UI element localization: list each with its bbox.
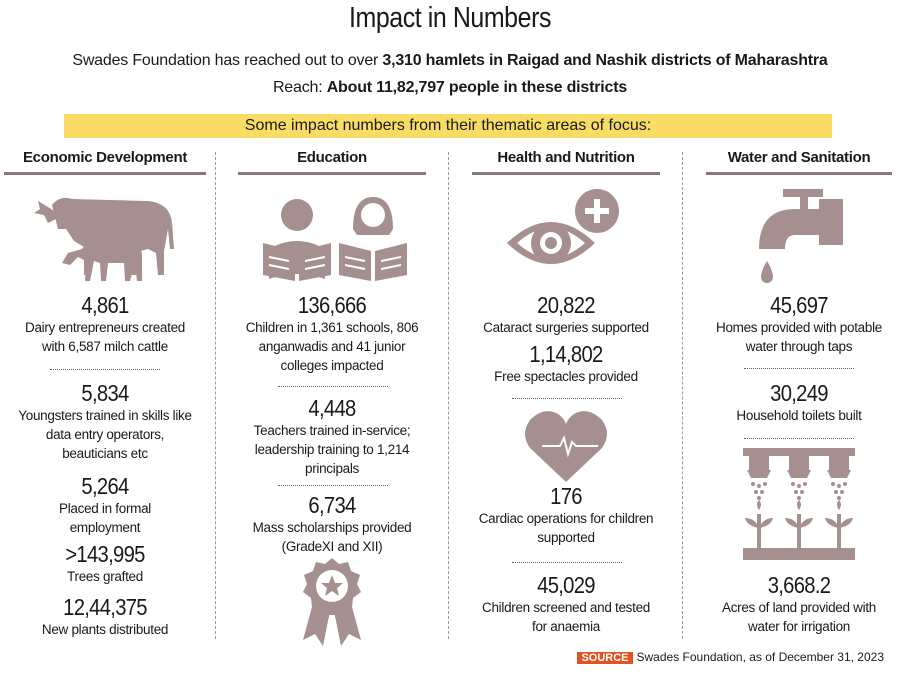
stat-item: 20,822 Cataract surgeries supported	[472, 293, 660, 337]
people-line-text: Reach:	[272, 79, 327, 96]
stat-number: 5,264	[81, 473, 129, 499]
stat-text: Children screened and tested for anaemia	[482, 600, 650, 634]
stat-text: Dairy entrepreneurs created with 6,587 m…	[25, 320, 185, 354]
stat-number: 30,249	[770, 380, 828, 406]
health-column: Health and Nutrition 20,822 Cataract sur…	[472, 148, 660, 651]
stat-item: 5,264 Placed in formal employment	[4, 474, 206, 537]
stat-item: 1,14,802 Free spectacles provided	[472, 342, 660, 386]
stat-number: 4,861	[81, 292, 129, 318]
stat-text: Homes provided with potable water throug…	[716, 320, 882, 354]
reach-line-text: Swades Foundation has reached out to ove…	[72, 52, 383, 69]
stat-item: >143,995 Trees grafted	[4, 542, 206, 586]
stat-number: 6,734	[308, 492, 356, 518]
stat-item: 45,029 Children screened and tested for …	[472, 573, 660, 636]
irrigation-sprinkler-icon	[743, 448, 855, 560]
stat-number: 4,448	[308, 395, 356, 421]
column-divider	[215, 152, 216, 639]
economic-heading: Economic Development	[22, 149, 188, 166]
heading-rule	[238, 172, 426, 175]
stat-item: 136,666 Children in 1,361 schools, 806 a…	[238, 293, 426, 375]
dotted-separator	[278, 485, 388, 486]
source-text: Swades Foundation, as of December 31, 20…	[636, 650, 885, 664]
stat-number: 3,668.2	[767, 572, 831, 598]
stat-text: Cardiac operations for children supporte…	[478, 511, 654, 545]
stat-text: Children in 1,361 schools, 806 anganwadi…	[245, 320, 419, 373]
people-line: Reach: About 11,82,797 people in these d…	[0, 79, 900, 97]
stat-number: 12,44,375	[63, 594, 147, 620]
water-column: Water and Sanitation 45,697 Homes provid…	[706, 148, 892, 651]
dotted-separator	[512, 562, 622, 563]
reach-line-highlight: 3,310 hamlets in Raigad and Nashik distr…	[382, 52, 828, 69]
stat-item: 30,249 Household toilets built	[706, 381, 892, 425]
stat-text: Placed in formal employment	[59, 501, 151, 535]
stat-item: 4,861 Dairy entrepreneurs created with 6…	[4, 293, 206, 356]
water-tap-icon	[759, 189, 843, 283]
stat-item: 6,734 Mass scholarships provided (GradeX…	[238, 493, 426, 556]
stat-text: Household toilets built	[736, 408, 862, 423]
stat-text: Trees grafted	[67, 569, 143, 584]
stat-item: 4,448 Teachers trained in-service; leade…	[238, 396, 426, 478]
stat-item: 12,44,375 New plants distributed	[4, 595, 206, 639]
health-heading: Health and Nutrition	[497, 149, 635, 166]
stat-item: 3,668.2 Acres of land provided with wate…	[706, 573, 892, 636]
heading-rule	[472, 172, 660, 175]
column-divider	[448, 152, 449, 639]
focus-banner: Some impact numbers from their thematic …	[64, 114, 832, 138]
stat-number: 20,822	[537, 292, 595, 318]
reading-children-icon	[263, 197, 407, 281]
dotted-separator	[744, 438, 854, 439]
medal-icon	[303, 558, 361, 646]
reach-line: Swades Foundation has reached out to ove…	[0, 52, 900, 70]
heart-pulse-icon	[525, 411, 607, 482]
stat-text: New plants distributed	[41, 622, 169, 637]
stat-text: Mass scholarships provided (GradeXI and …	[252, 520, 412, 554]
stat-number: 45,697	[770, 292, 828, 318]
dotted-separator	[50, 369, 160, 370]
stat-number: 1,14,802	[529, 341, 603, 367]
cow-calf-icon	[34, 197, 174, 281]
eye-plus-icon	[507, 185, 623, 264]
stat-text: Acres of land provided with water for ir…	[722, 600, 876, 634]
stat-number: 176	[550, 483, 582, 509]
stat-item: 176 Cardiac operations for children supp…	[472, 484, 660, 547]
stat-number: 5,834	[81, 380, 129, 406]
dotted-separator	[512, 398, 622, 399]
stat-text: Cataract surgeries supported	[483, 320, 649, 335]
stat-number: 136,666	[297, 292, 367, 318]
stat-number: >143,995	[65, 541, 145, 567]
heading-rule	[706, 172, 892, 175]
water-heading: Water and Sanitation	[727, 149, 871, 166]
stat-text: Free spectacles provided	[494, 369, 638, 384]
column-divider	[682, 152, 683, 639]
stat-item: 5,834 Youngsters trained in skills like …	[4, 381, 206, 463]
dotted-separator	[278, 386, 388, 387]
economic-column: Economic Development 4,861 Dairy entrepr…	[4, 148, 206, 651]
stat-number: 45,029	[537, 572, 595, 598]
stat-text: Teachers trained in-service; leadership …	[253, 423, 411, 476]
education-heading: Education	[297, 149, 367, 166]
dotted-separator	[744, 368, 854, 369]
stat-text: Youngsters trained in skills like data e…	[18, 408, 192, 461]
education-column: Education 136,666 Children in 1,361 scho…	[238, 148, 426, 651]
page-title: Impact in Numbers	[349, 2, 551, 34]
stat-item: 45,697 Homes provided with potable water…	[706, 293, 892, 356]
people-line-highlight: About 11,82,797 people in these district…	[326, 79, 628, 96]
source-note: SOURCE Swades Foundation, as of December …	[577, 650, 884, 665]
source-tag: SOURCE	[577, 652, 633, 664]
heading-rule	[4, 172, 206, 175]
